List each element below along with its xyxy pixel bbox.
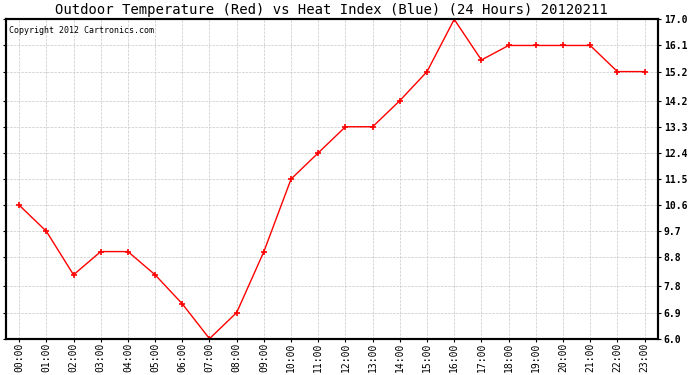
Text: Copyright 2012 Cartronics.com: Copyright 2012 Cartronics.com <box>9 26 154 35</box>
Title: Outdoor Temperature (Red) vs Heat Index (Blue) (24 Hours) 20120211: Outdoor Temperature (Red) vs Heat Index … <box>55 3 609 17</box>
